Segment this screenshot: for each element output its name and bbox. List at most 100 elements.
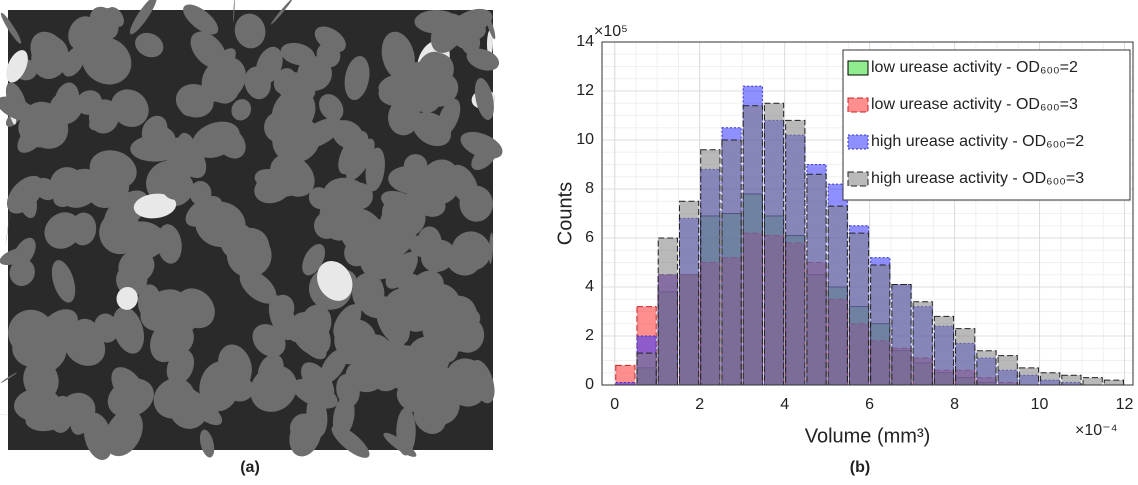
grain bbox=[9, 258, 35, 287]
grain bbox=[280, 42, 316, 66]
grain bbox=[234, 13, 266, 49]
x-tick-label: 8 bbox=[950, 396, 959, 413]
bar bbox=[636, 352, 657, 386]
legend-label: high urease activity - OD₆₀₀=3 bbox=[871, 170, 1084, 187]
grain bbox=[272, 116, 321, 163]
grain bbox=[485, 13, 496, 40]
grain bbox=[185, 196, 222, 227]
grain bbox=[6, 50, 28, 83]
grain bbox=[267, 168, 308, 197]
grain bbox=[0, 372, 17, 383]
grain bbox=[397, 290, 434, 332]
grain bbox=[333, 304, 362, 340]
legend-box bbox=[842, 49, 1131, 201]
grain bbox=[383, 432, 417, 457]
bar bbox=[1040, 372, 1061, 386]
grain bbox=[384, 337, 406, 360]
legend-swatch bbox=[847, 171, 869, 187]
grain bbox=[199, 429, 215, 458]
grain bbox=[434, 319, 460, 363]
bar bbox=[933, 315, 955, 386]
grain bbox=[23, 359, 59, 401]
grain bbox=[301, 362, 335, 402]
legend-label: low urease activity - OD₆₀₀=2 bbox=[871, 59, 1078, 76]
grain bbox=[317, 260, 353, 301]
grain bbox=[118, 248, 155, 284]
x-tick-label: 12 bbox=[1116, 396, 1134, 413]
grain bbox=[250, 365, 297, 412]
bar bbox=[870, 264, 891, 386]
grain bbox=[215, 126, 246, 159]
grain bbox=[416, 226, 442, 261]
grain bbox=[88, 172, 130, 208]
grain bbox=[130, 134, 182, 162]
bar bbox=[657, 237, 678, 386]
grain bbox=[135, 32, 164, 58]
bar bbox=[827, 205, 848, 386]
bar bbox=[1018, 367, 1040, 386]
grain bbox=[231, 99, 252, 121]
bar bbox=[848, 232, 870, 386]
grain bbox=[129, 0, 157, 35]
grain bbox=[352, 272, 385, 313]
y-tick-label: 8 bbox=[585, 180, 594, 197]
bar bbox=[955, 328, 976, 386]
grain bbox=[107, 378, 154, 418]
grain bbox=[175, 288, 215, 329]
grain bbox=[63, 326, 106, 366]
grain bbox=[183, 4, 219, 35]
grain bbox=[488, 232, 494, 264]
grain bbox=[403, 154, 428, 177]
grain bbox=[486, 29, 494, 57]
x-axis-label: Volume (mm³) bbox=[805, 425, 931, 447]
x-tick-label: 10 bbox=[1031, 396, 1049, 413]
grain bbox=[0, 413, 20, 417]
y-tick-label: 6 bbox=[585, 229, 594, 246]
grain bbox=[30, 31, 68, 74]
grain bbox=[270, 0, 293, 25]
grain bbox=[51, 260, 76, 303]
y-tick-label: 0 bbox=[585, 376, 594, 393]
grain bbox=[385, 251, 418, 289]
x-tick-label: 2 bbox=[695, 396, 704, 413]
grain bbox=[227, 378, 255, 402]
grain bbox=[381, 190, 419, 215]
legend-swatch bbox=[847, 97, 869, 113]
grain bbox=[17, 119, 50, 153]
grain bbox=[133, 193, 177, 219]
bar bbox=[615, 382, 636, 386]
grain bbox=[53, 187, 75, 207]
grain bbox=[453, 14, 486, 40]
bar bbox=[721, 139, 742, 386]
grain bbox=[76, 90, 102, 115]
grain bbox=[474, 78, 494, 120]
axes-box bbox=[601, 41, 1134, 386]
bar bbox=[1082, 377, 1103, 386]
grain bbox=[413, 399, 447, 434]
grain bbox=[0, 12, 22, 44]
grain bbox=[374, 230, 417, 264]
grain bbox=[140, 289, 188, 332]
grain bbox=[398, 273, 423, 297]
grain bbox=[104, 409, 143, 457]
grain bbox=[110, 89, 149, 127]
grain bbox=[17, 180, 37, 219]
bar bbox=[785, 119, 806, 386]
bar bbox=[997, 355, 1018, 386]
panel-caption: (a) bbox=[240, 459, 260, 476]
x-tick-label: 0 bbox=[610, 396, 619, 413]
grain bbox=[44, 212, 82, 249]
y-exponent: ×10⁵ bbox=[594, 23, 628, 40]
grain bbox=[302, 243, 325, 276]
grain bbox=[116, 286, 138, 310]
bar bbox=[891, 284, 912, 386]
grain bbox=[466, 48, 500, 71]
grain bbox=[470, 359, 495, 404]
grain bbox=[288, 312, 328, 343]
grain bbox=[228, 227, 270, 270]
grains bbox=[0, 0, 503, 461]
grain bbox=[162, 176, 189, 200]
bar bbox=[763, 102, 785, 386]
grain bbox=[152, 321, 194, 360]
